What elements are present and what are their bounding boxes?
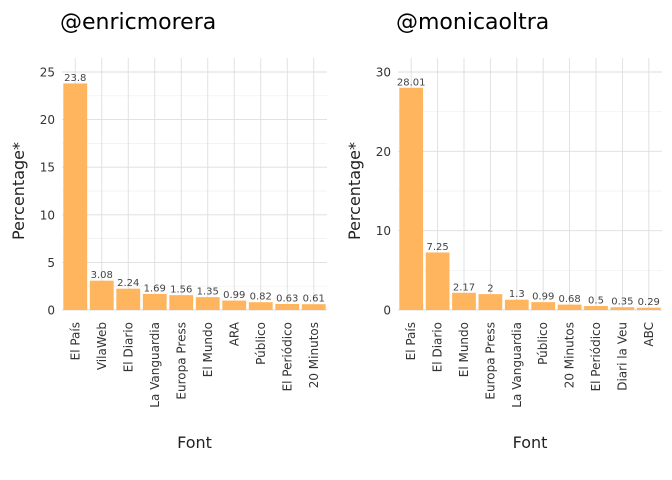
data-label: 28.01 (397, 77, 426, 88)
data-label: 0.63 (276, 294, 298, 305)
y-tick-label: 25 (40, 66, 55, 80)
x-tick-label: La Vanguardia (148, 322, 162, 408)
data-label: 23.8 (64, 73, 86, 84)
x-tick-label: Público (254, 322, 268, 365)
bar (63, 83, 88, 310)
x-tick-label: El Diario (431, 322, 445, 372)
chart-title: @monicaoltra (396, 10, 549, 35)
x-tick-label: Diari la Veu (615, 322, 629, 391)
x-tick-label: 20 Minutos (563, 322, 577, 388)
bar (142, 293, 167, 310)
bar (610, 307, 635, 310)
bar (478, 294, 503, 310)
bar (399, 87, 424, 311)
y-tick-label: 0 (383, 304, 391, 318)
data-label: 2.17 (453, 282, 475, 293)
y-tick-label: 20 (376, 145, 391, 159)
chart-panel-0: @enricmorera 0 5 10 15 20 25 23.8 El País 3.08 Vil… (9, 10, 327, 452)
x-tick-label: El País (404, 322, 418, 360)
x-tick-label: El Diario (121, 322, 135, 372)
x-tick-label: Europa Press (483, 322, 497, 400)
x-tick-label: Europa Press (174, 322, 188, 400)
data-label: 0.99 (532, 292, 554, 303)
data-label: 0.29 (638, 297, 660, 308)
data-label: 1.3 (509, 289, 525, 300)
bar (222, 300, 247, 310)
y-tick-label: 0 (47, 304, 55, 318)
bar (504, 299, 529, 310)
chart-panel-1: @monicaoltra 0 10 20 30 28.01 El País 7.25 El Di… (345, 10, 662, 452)
x-tick-label: El Mundo (201, 322, 215, 377)
y-tick-label: 5 (47, 256, 55, 270)
y-axis-title: Percentage* (345, 142, 364, 240)
bar (275, 304, 300, 310)
data-label: 2.24 (117, 278, 139, 289)
data-label: 1.35 (197, 287, 219, 298)
bar (557, 304, 582, 310)
data-label: 0.61 (303, 294, 325, 305)
y-tick-label: 10 (40, 208, 55, 222)
bar (636, 307, 661, 310)
x-tick-label: El Mundo (457, 322, 471, 377)
y-axis-title: Percentage* (9, 142, 28, 240)
y-tick-label: 30 (376, 66, 391, 80)
data-label: 1.69 (144, 283, 166, 294)
x-tick-label: El Periódico (589, 322, 603, 391)
y-tick-label: 10 (376, 224, 391, 238)
data-label: 0.5 (588, 296, 604, 307)
bar (116, 288, 141, 310)
bar (169, 295, 194, 310)
x-tick-label: Público (536, 322, 550, 365)
bar (531, 302, 556, 310)
x-tick-label: VilaWeb (95, 322, 109, 370)
bar (301, 304, 326, 310)
y-tick-label: 15 (40, 161, 55, 175)
x-axis-title: Font (177, 433, 212, 452)
x-tick-label: El País (68, 322, 82, 360)
bar (584, 306, 608, 310)
bar (195, 297, 220, 310)
bar (425, 252, 450, 310)
data-label: 1.56 (170, 285, 192, 296)
x-axis-title: Font (513, 433, 548, 452)
data-label: 2 (487, 284, 493, 295)
bar (89, 280, 114, 310)
x-tick-label: ABC (642, 322, 656, 347)
data-label: 7.25 (426, 242, 448, 253)
x-tick-label: ARA (227, 321, 241, 346)
x-tick-label: 20 Minutos (307, 322, 321, 388)
x-tick-label: La Vanguardia (510, 322, 524, 408)
data-label: 3.08 (91, 270, 113, 281)
data-label: 0.68 (558, 294, 580, 305)
bar (452, 292, 476, 310)
x-tick-label: El Periódico (280, 322, 294, 391)
bar (248, 302, 273, 310)
chart-title: @enricmorera (60, 10, 216, 35)
y-tick-label: 20 (40, 113, 55, 127)
data-label: 0.35 (611, 297, 633, 308)
data-label: 0.82 (250, 292, 272, 303)
data-label: 0.99 (223, 290, 245, 301)
